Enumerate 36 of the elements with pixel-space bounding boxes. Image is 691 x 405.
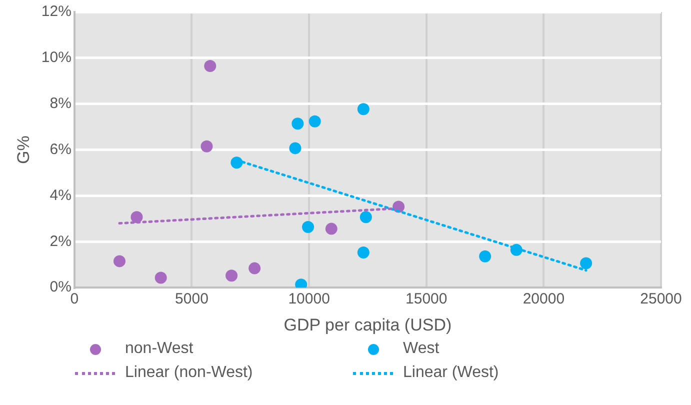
y-tick-label: 0% bbox=[50, 278, 72, 296]
y-tick-label: 2% bbox=[50, 232, 72, 250]
y-tick-label: 6% bbox=[50, 140, 72, 158]
point bbox=[204, 60, 216, 72]
x-tick-label: 10000 bbox=[288, 290, 330, 308]
y-tick-label: 12% bbox=[41, 3, 72, 20]
point bbox=[113, 255, 126, 268]
legend-label: West bbox=[403, 340, 440, 358]
x-tick-label: 0 bbox=[70, 290, 79, 308]
legend-label: non-West bbox=[125, 340, 194, 358]
x-tick-label: 20000 bbox=[522, 290, 565, 308]
x-axis-title: GDP per capita (USD) bbox=[284, 315, 452, 334]
point bbox=[360, 211, 372, 224]
y-tick-label: 8% bbox=[50, 95, 72, 112]
point bbox=[226, 270, 238, 282]
point bbox=[357, 103, 370, 116]
y-axis-title: G% bbox=[14, 136, 33, 164]
y-tick-label: 4% bbox=[50, 186, 72, 204]
x-tick-label: 5000 bbox=[175, 290, 208, 308]
point bbox=[154, 272, 167, 284]
legend-label: Linear (West) bbox=[403, 364, 499, 382]
legend-label: Linear (non-West) bbox=[125, 364, 253, 382]
point bbox=[200, 140, 213, 152]
point bbox=[580, 257, 592, 270]
point bbox=[292, 118, 304, 130]
point bbox=[130, 211, 143, 224]
point bbox=[357, 246, 370, 258]
point bbox=[308, 115, 321, 128]
point bbox=[479, 250, 492, 262]
point bbox=[325, 222, 338, 235]
point bbox=[248, 262, 261, 274]
x-tick-label: 25000 bbox=[640, 290, 682, 308]
x-tick-label: 15000 bbox=[406, 290, 448, 308]
point bbox=[289, 142, 302, 154]
point bbox=[302, 220, 314, 233]
y-tick-label: 10% bbox=[41, 49, 72, 66]
